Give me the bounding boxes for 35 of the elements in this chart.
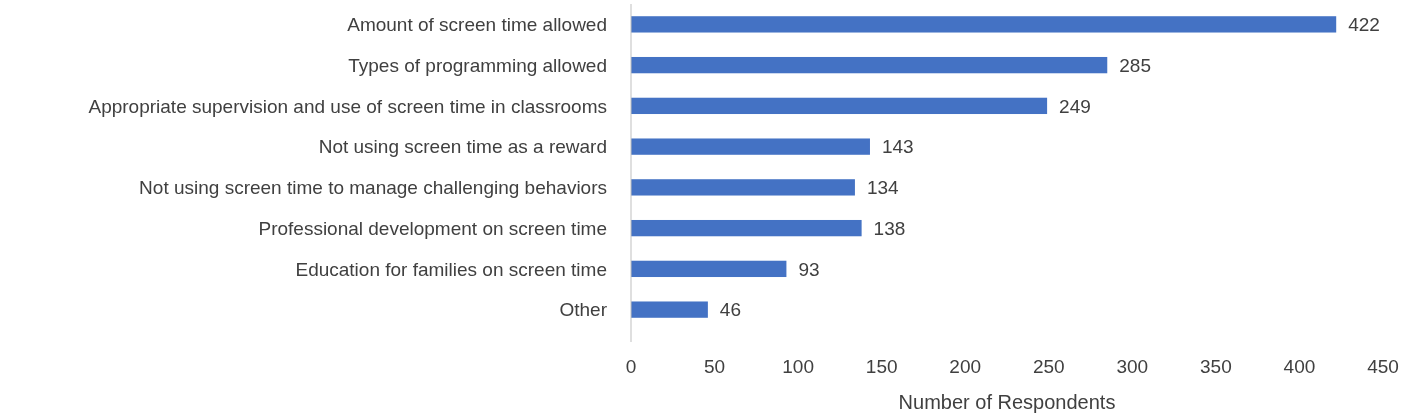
y-tick-label: Amount of screen time allowed [347, 14, 607, 36]
bar [631, 97, 1048, 115]
y-tick-label: Other [559, 299, 608, 321]
data-label: 285 [1119, 54, 1151, 76]
y-tick-label: Education for families on screen time [295, 258, 607, 280]
bar [631, 219, 862, 237]
x-tick-label: 400 [1283, 355, 1316, 377]
x-tick-label: 250 [1032, 355, 1065, 377]
bar [631, 16, 1337, 33]
data-label: 138 [873, 217, 906, 239]
y-tick-label: Not using screen time to manage challenging behaviors [139, 177, 607, 199]
x-tick-label: 300 [1116, 355, 1149, 377]
x-tick-label: 100 [782, 355, 814, 377]
x-axis-title: Number of Respondents [898, 391, 1116, 413]
y-tick-label: Types of programming allowed [348, 54, 607, 76]
y-tick-label: Appropriate supervision and use of screen time in classrooms [88, 95, 607, 117]
bar [631, 138, 870, 155]
x-tick-label: 350 [1200, 355, 1232, 377]
x-tick-label: 200 [949, 355, 982, 377]
x-tick-label: 0 [625, 355, 637, 377]
data-label: 46 [719, 299, 742, 321]
bar [631, 301, 708, 318]
x-tick-label: 450 [1367, 355, 1399, 377]
y-tick-label: Not using screen time as a reward [318, 136, 607, 158]
x-tick-label: 150 [865, 355, 898, 377]
data-label: 422 [1348, 14, 1380, 36]
bar [631, 260, 787, 278]
bar [631, 179, 855, 196]
x-tick-label: 50 [703, 355, 726, 377]
y-tick-label: Professional development on screen time [258, 217, 607, 239]
data-label: 249 [1059, 95, 1091, 117]
data-label: 134 [866, 177, 900, 199]
bar [631, 56, 1108, 74]
data-label: 143 [881, 136, 914, 158]
data-label: 93 [798, 258, 820, 280]
